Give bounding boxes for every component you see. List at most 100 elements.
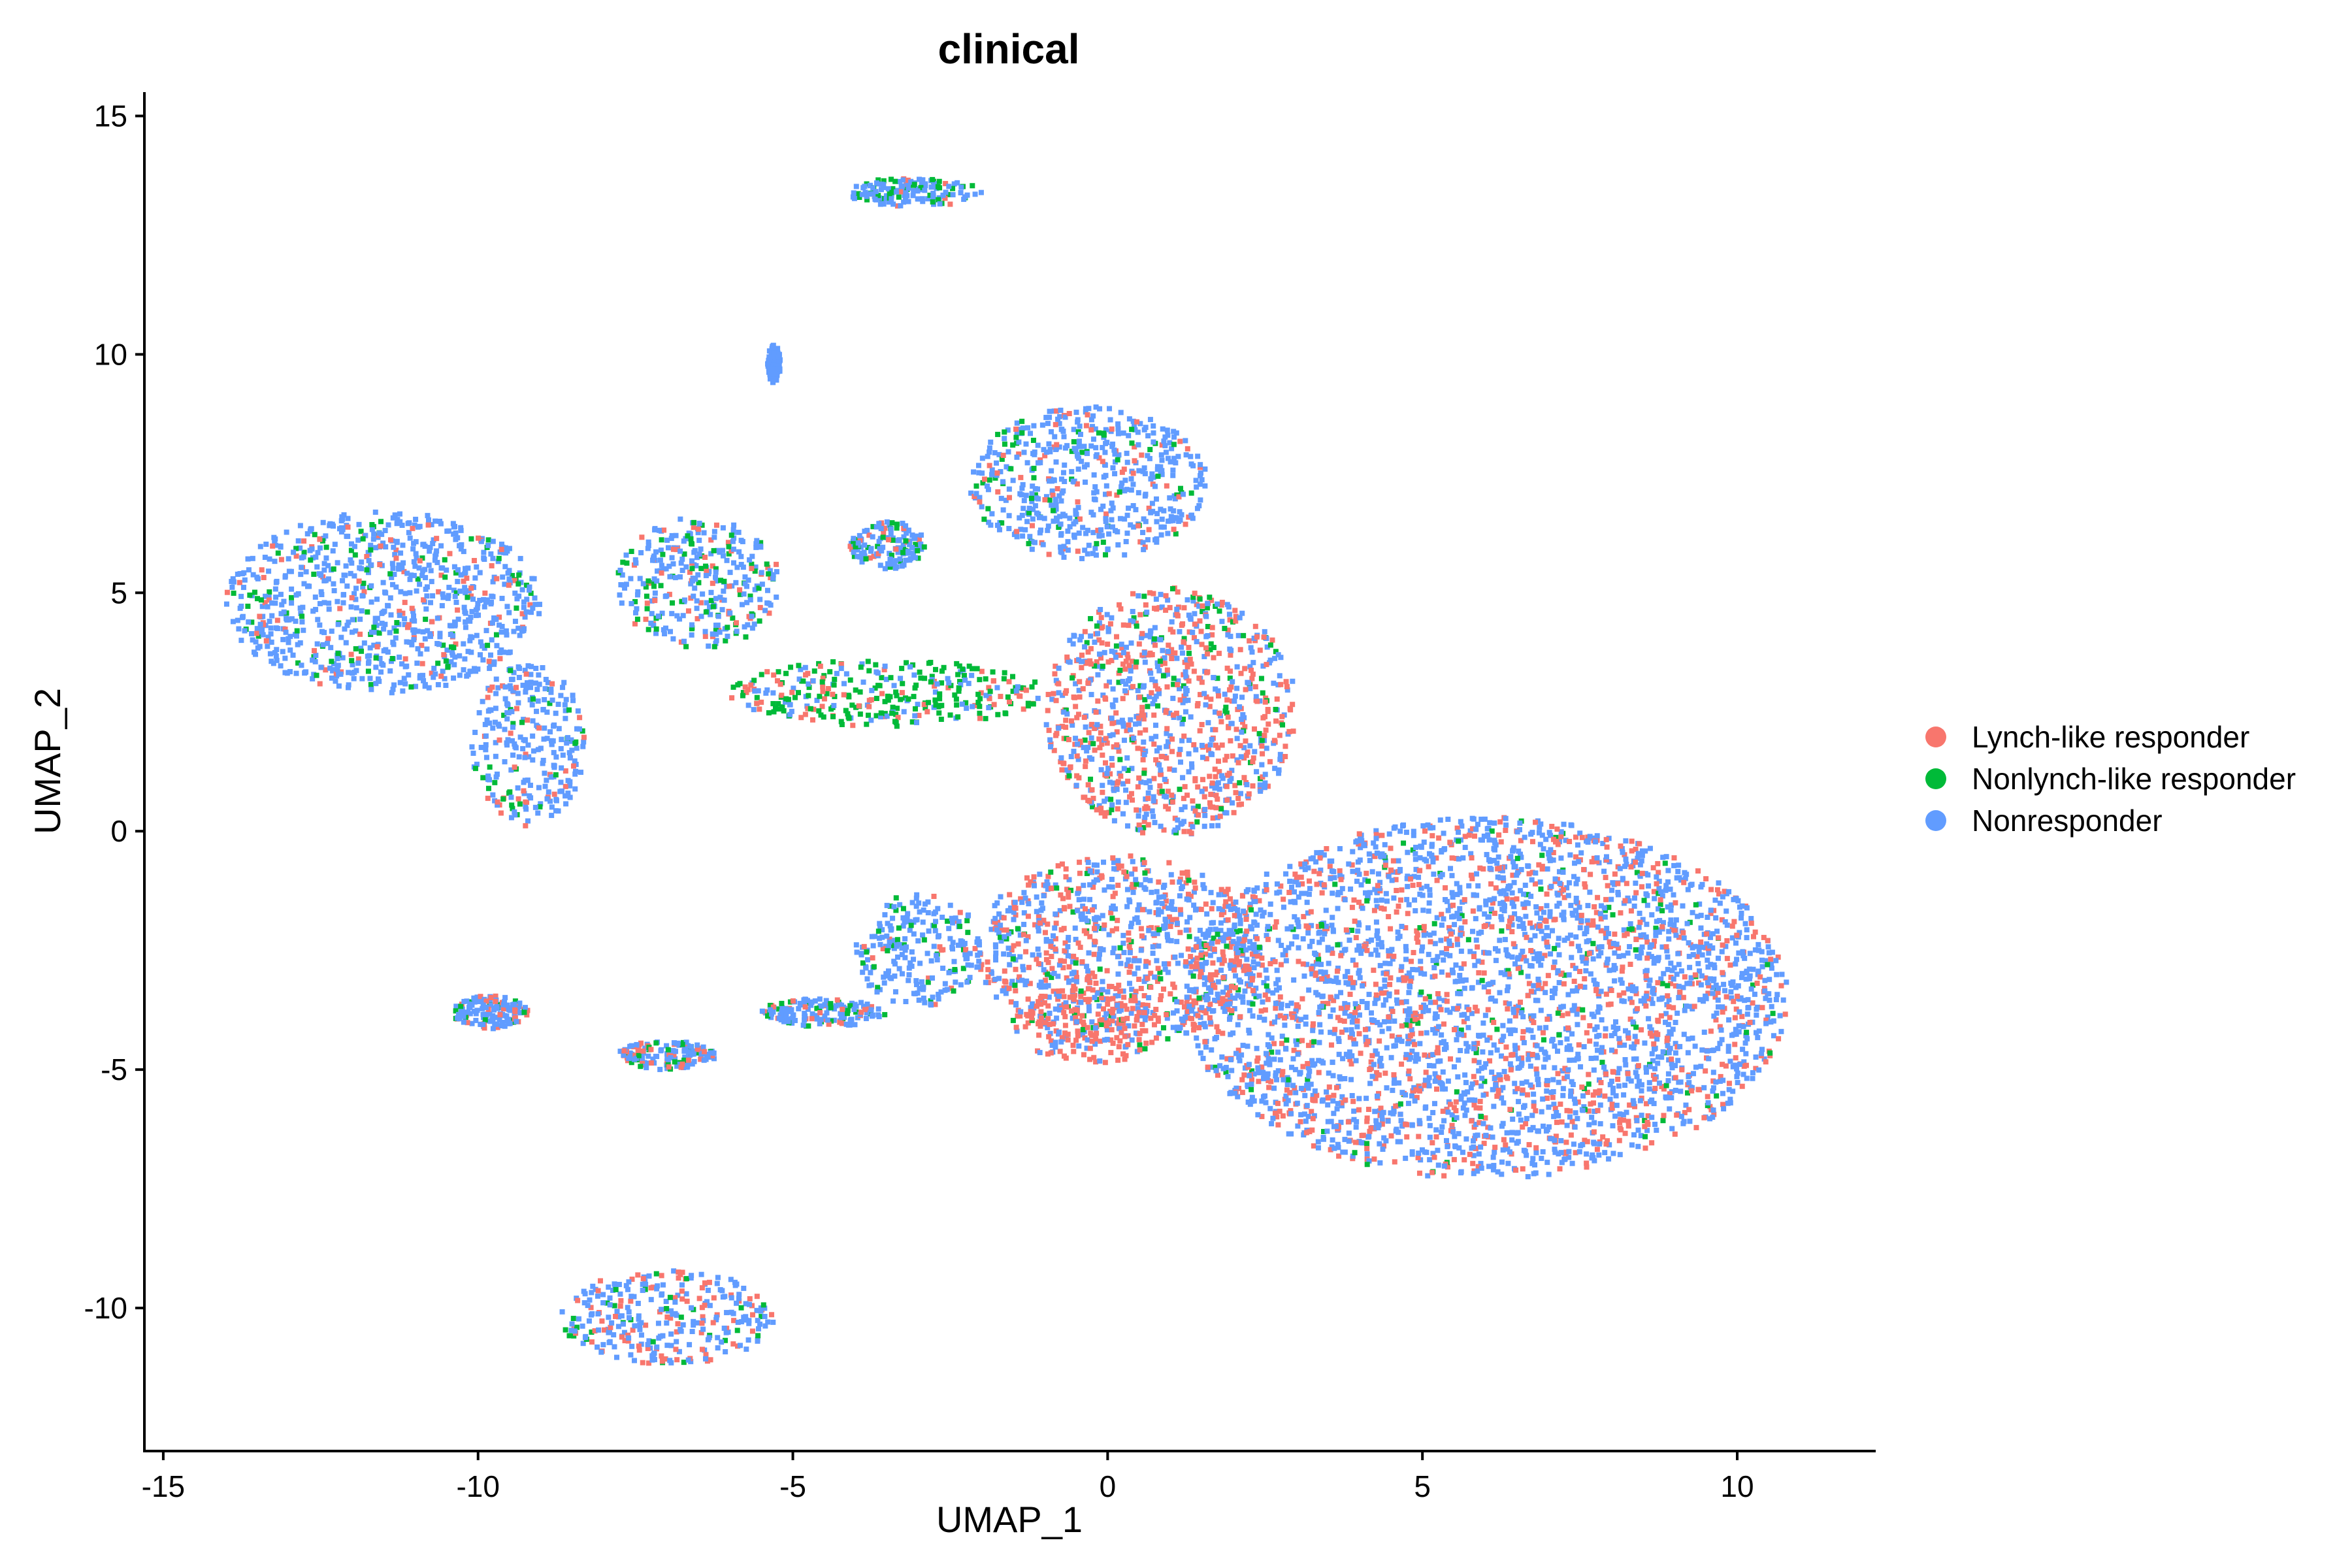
point-nonresponder <box>1546 830 1552 836</box>
point-lynch-like <box>1130 470 1136 476</box>
point-nonresponder <box>1328 1013 1333 1019</box>
point-nonresponder <box>1514 870 1520 875</box>
point-nonresponder <box>1406 970 1412 976</box>
point-lynch-like <box>1389 1033 1395 1039</box>
point-lynch-like <box>1338 877 1344 883</box>
point-lynch-like <box>1228 944 1233 950</box>
point-lynch-like <box>1388 1133 1394 1139</box>
point-nonresponder <box>1558 1150 1564 1156</box>
point-nonresponder <box>1240 712 1246 718</box>
point-lynch-like <box>1182 784 1188 790</box>
point-nonresponder <box>1039 422 1045 428</box>
point-lynch-like <box>1539 866 1545 872</box>
point-nonresponder <box>1697 944 1703 950</box>
point-nonresponder <box>1104 770 1110 776</box>
point-nonresponder <box>1381 853 1387 859</box>
point-nonresponder <box>1715 1004 1721 1010</box>
point-nonresponder <box>1030 483 1036 489</box>
point-lynch-like <box>1618 910 1624 916</box>
point-nonresponder <box>1240 999 1246 1005</box>
point-nonresponder <box>1642 848 1648 854</box>
point-lynch-like <box>1605 883 1610 889</box>
point-nonresponder <box>1510 900 1516 906</box>
point-nonresponder <box>1096 651 1102 657</box>
point-nonlynch-like <box>1066 773 1072 779</box>
point-nonlynch-like <box>1684 1090 1690 1096</box>
point-nonresponder <box>1654 1127 1659 1133</box>
point-nonresponder <box>1037 460 1043 466</box>
point-nonresponder <box>1318 1004 1324 1009</box>
point-lynch-like <box>882 525 888 531</box>
point-nonresponder <box>1454 1037 1460 1043</box>
point-lynch-like <box>1109 721 1115 727</box>
point-nonresponder <box>973 491 979 497</box>
point-nonresponder <box>1552 959 1558 965</box>
point-nonresponder <box>1652 956 1658 962</box>
point-lynch-like <box>1650 865 1656 871</box>
point-nonresponder <box>1505 1146 1511 1152</box>
point-nonresponder <box>1673 1041 1678 1047</box>
point-nonresponder <box>1475 883 1481 889</box>
point-nonresponder <box>1558 855 1564 861</box>
point-nonresponder <box>1017 491 1023 497</box>
point-lynch-like <box>1451 1156 1457 1162</box>
point-nonresponder <box>1634 1118 1640 1124</box>
point-nonresponder <box>1445 1109 1451 1115</box>
point-nonresponder <box>1125 823 1131 829</box>
point-nonresponder <box>1541 846 1546 852</box>
point-nonresponder <box>1739 915 1744 921</box>
point-lynch-like <box>1122 666 1128 672</box>
point-lynch-like <box>1587 1023 1593 1029</box>
point-nonresponder <box>1356 922 1362 928</box>
point-lynch-like <box>1372 853 1378 859</box>
point-nonlynch-like <box>1200 608 1205 614</box>
point-nonresponder <box>1611 967 1617 973</box>
point-nonresponder <box>1465 1089 1471 1095</box>
point-nonresponder <box>1130 609 1135 615</box>
point-nonresponder <box>1247 1007 1253 1013</box>
point-nonresponder <box>1159 457 1165 463</box>
point-nonresponder <box>1384 1045 1390 1051</box>
point-lynch-like <box>1250 951 1256 957</box>
point-nonresponder <box>1669 968 1675 973</box>
point-nonresponder <box>1498 890 1504 896</box>
point-lynch-like <box>1552 917 1558 923</box>
point-nonresponder <box>1330 927 1336 933</box>
point-nonresponder <box>1671 976 1676 982</box>
point-nonresponder <box>1124 459 1130 465</box>
point-nonresponder <box>1512 1081 1518 1086</box>
point-lynch-like <box>1474 1008 1480 1014</box>
point-nonresponder <box>998 468 1004 474</box>
point-nonresponder <box>1243 931 1249 937</box>
point-nonlynch-like <box>1026 541 1032 547</box>
point-nonresponder <box>1535 998 1541 1004</box>
point-lynch-like <box>1447 1102 1453 1107</box>
point-nonresponder <box>1165 433 1171 438</box>
point-nonresponder <box>1467 949 1473 955</box>
point-nonresponder <box>1413 851 1418 857</box>
point-nonresponder <box>1433 1127 1439 1133</box>
point-nonresponder <box>1359 838 1365 843</box>
point-nonresponder <box>1349 1093 1355 1099</box>
point-nonresponder <box>1289 885 1295 890</box>
point-nonresponder <box>1048 429 1054 434</box>
point-nonresponder <box>1366 992 1372 998</box>
point-lynch-like <box>1231 809 1237 815</box>
point-nonresponder <box>1379 944 1385 950</box>
point-lynch-like <box>1132 458 1137 464</box>
point-lynch-like <box>1394 989 1400 995</box>
point-nonresponder <box>1639 950 1644 956</box>
point-lynch-like <box>1351 897 1357 903</box>
point-nonresponder <box>1053 678 1059 683</box>
point-nonresponder <box>1710 990 1716 996</box>
point-lynch-like <box>1207 774 1213 779</box>
point-nonresponder <box>1058 549 1064 555</box>
point-nonresponder <box>1104 612 1110 617</box>
point-nonresponder <box>1403 1092 1409 1098</box>
point-nonresponder <box>1127 676 1133 682</box>
point-nonresponder <box>1643 1065 1649 1071</box>
point-nonresponder <box>1555 968 1561 973</box>
point-nonresponder <box>1564 1036 1570 1042</box>
point-nonresponder <box>1450 894 1456 900</box>
point-lynch-like <box>1262 699 1268 705</box>
